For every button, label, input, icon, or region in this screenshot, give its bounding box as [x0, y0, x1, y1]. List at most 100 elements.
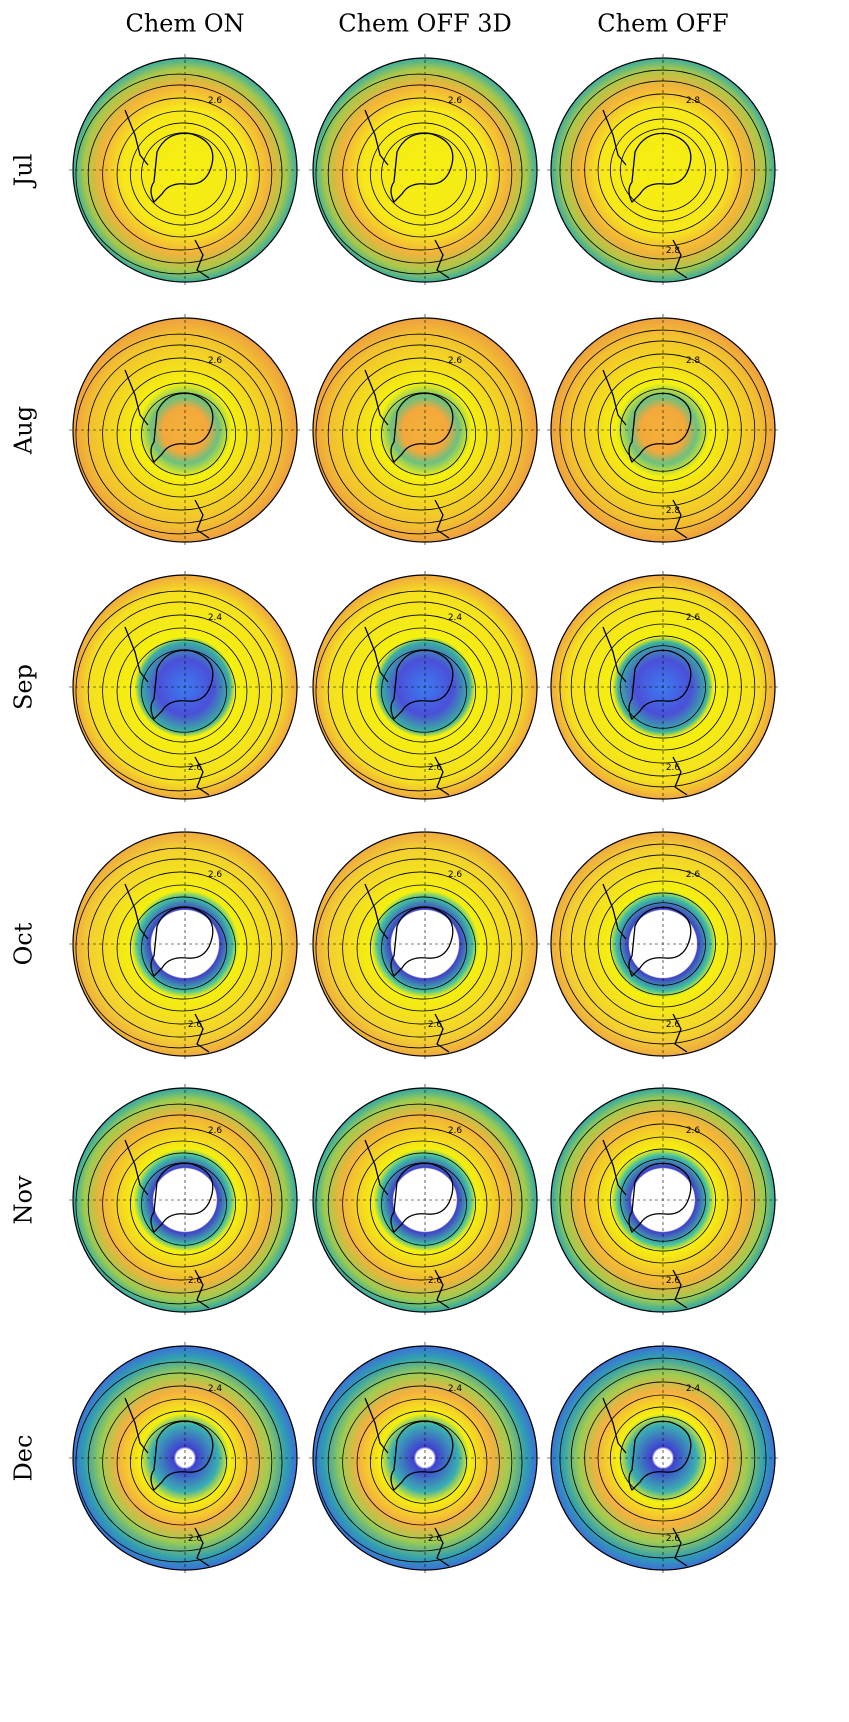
contour — [87, 858, 273, 1038]
contour-label: 2.6 — [208, 1126, 223, 1136]
contour-label: 2.6 — [448, 870, 463, 880]
coastline — [124, 1397, 214, 1567]
contour — [87, 1114, 273, 1294]
column-title: Chem ON — [125, 10, 244, 38]
contour — [75, 1361, 283, 1563]
contour — [141, 392, 227, 476]
polar-map: 2.4 2.6 — [309, 571, 541, 803]
contour — [315, 1103, 523, 1305]
polar-map: 2.6 2.6 — [69, 1084, 301, 1316]
contour-label: 2.6 — [428, 1276, 443, 1286]
contour-label: 2.6 — [686, 1126, 701, 1136]
contour — [369, 1152, 477, 1256]
contour-label: 2.6 — [448, 1126, 463, 1136]
polar-map: 2.6 2.6 — [309, 828, 541, 1060]
contour — [381, 392, 467, 476]
polar-map: 2.4 2.6 — [69, 571, 301, 803]
polar-map: 2.4 2.6 — [547, 1342, 779, 1574]
coastline — [364, 1139, 454, 1309]
polar-map: 2.4 2.6 — [309, 1342, 541, 1574]
contour — [75, 73, 283, 275]
contour — [141, 906, 227, 990]
contour-label: 2.6 — [666, 1020, 681, 1030]
contour — [342, 1385, 500, 1539]
contour — [381, 132, 467, 216]
contour-label: 2.6 — [428, 1534, 443, 1544]
contour-label: 2.6 — [666, 763, 681, 773]
contour — [75, 333, 283, 535]
contour — [315, 73, 523, 275]
row-label: Oct — [10, 922, 38, 965]
contour-label: 2.6 — [208, 870, 223, 880]
coastline — [364, 109, 454, 279]
polar-map: 2.6 — [309, 54, 541, 286]
contour — [129, 1410, 237, 1514]
contour — [116, 370, 248, 498]
contour — [342, 1127, 500, 1281]
contour — [129, 122, 237, 226]
polar-map: 2.6 — [69, 314, 301, 546]
row-label: Dec — [10, 1435, 38, 1482]
contour — [356, 627, 488, 755]
contour — [87, 1372, 273, 1552]
contour — [315, 847, 523, 1049]
polar-map: 2.8 2.8 — [547, 54, 779, 286]
contour-label: 2.8 — [686, 356, 701, 366]
contour — [369, 1410, 477, 1514]
contour-label: 2.8 — [666, 246, 681, 256]
contour — [315, 1361, 523, 1563]
contour — [342, 357, 500, 511]
contour — [315, 590, 523, 792]
contour — [102, 97, 260, 251]
contour — [141, 649, 227, 733]
polar-map: 2.6 2.6 — [547, 1084, 779, 1316]
contour — [327, 84, 513, 264]
coastline — [364, 883, 454, 1053]
contour — [116, 1140, 248, 1268]
contour-label: 2.6 — [188, 1276, 203, 1286]
coastline — [602, 626, 692, 796]
contour-label: 2.6 — [208, 356, 223, 366]
contour — [315, 333, 523, 535]
contour — [381, 906, 467, 990]
polar-map: 2.6 — [309, 314, 541, 546]
coastline — [602, 369, 692, 539]
contour-label: 2.6 — [666, 1276, 681, 1286]
contour-label: 2.6 — [686, 613, 701, 623]
contour-label: 2.4 — [686, 1384, 701, 1394]
contour — [327, 858, 513, 1038]
contour — [369, 639, 477, 743]
contour — [141, 1420, 227, 1504]
contour — [356, 1140, 488, 1268]
coastline — [124, 883, 214, 1053]
contour-label: 2.6 — [188, 763, 203, 773]
contour — [87, 344, 273, 524]
coastline — [364, 626, 454, 796]
contour-label: 2.6 — [666, 1534, 681, 1544]
contour-label: 2.8 — [666, 506, 681, 516]
contour — [381, 1162, 467, 1246]
column-title: Chem OFF — [597, 10, 728, 38]
row-label: Nov — [10, 1175, 38, 1224]
coastline — [124, 1139, 214, 1309]
contour-label: 2.4 — [208, 613, 223, 623]
coastline — [602, 1397, 692, 1567]
row-label: Aug — [10, 406, 38, 455]
contour-label: 2.6 — [208, 96, 223, 106]
contour — [356, 884, 488, 1012]
coastline — [124, 369, 214, 539]
contour — [102, 1127, 260, 1281]
coastline — [364, 1397, 454, 1567]
polar-map: 2.6 2.6 — [547, 571, 779, 803]
coastline — [124, 626, 214, 796]
contour-label: 2.6 — [428, 763, 443, 773]
contour — [116, 110, 248, 238]
contour-label: 2.8 — [686, 96, 701, 106]
column-title: Chem OFF 3D — [338, 10, 512, 38]
contour — [327, 1372, 513, 1552]
contour — [116, 627, 248, 755]
contour — [102, 871, 260, 1025]
polar-map: 2.4 2.6 — [69, 1342, 301, 1574]
